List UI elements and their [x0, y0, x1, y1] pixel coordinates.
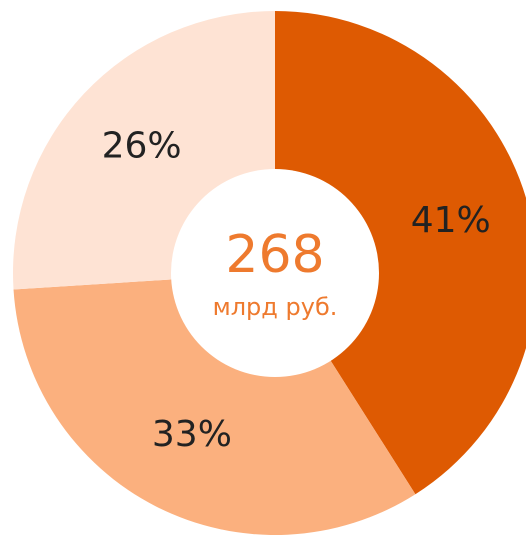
center-unit: млрд руб.	[213, 293, 338, 321]
value-label: 41%	[411, 200, 491, 241]
value-label: 26%	[102, 126, 182, 167]
donut-hole	[171, 169, 379, 377]
value-label: 33%	[152, 414, 232, 455]
center-value: 268	[225, 225, 324, 285]
slice	[275, 11, 526, 495]
